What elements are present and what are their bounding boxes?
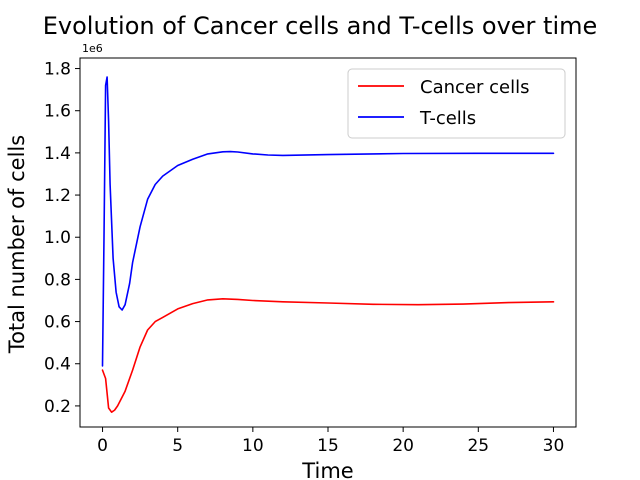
x-tick-label: 10 [242,436,264,456]
x-tick-label: 20 [392,436,414,456]
x-tick-label: 5 [172,436,183,456]
legend: Cancer cells T-cells [347,68,566,139]
y-offset-label: 1e6 [82,42,103,55]
legend-label-1: T-cells [419,108,476,129]
y-tick-label: 1.8 [44,60,71,80]
y-axis: 0.2 0.4 0.6 0.8 1.0 1.2 1.4 1.6 1.8 [44,60,80,417]
x-axis: 0 5 10 15 20 25 30 [97,427,564,456]
x-tick-label: 25 [467,436,489,456]
x-tick-label: 30 [543,436,565,456]
y-tick-label: 0.2 [44,397,71,417]
y-axis-label: Total number of cells [5,135,29,354]
legend-label-0: Cancer cells [420,77,529,98]
series-line-1 [101,76,555,367]
y-tick-label: 1.2 [44,186,71,206]
x-axis-label: Time [301,459,353,480]
y-tick-label: 1.6 [44,102,71,122]
x-tick-label: 0 [97,436,108,456]
series-line-0 [101,298,555,413]
y-tick-label: 0.6 [44,313,71,333]
chart-title: Evolution of Cancer cells and T-cells ov… [43,12,598,40]
y-tick-label: 1.4 [44,144,71,164]
x-tick-label: 15 [317,436,339,456]
y-tick-label: 1.0 [44,228,71,248]
y-tick-label: 0.4 [44,355,71,375]
y-tick-label: 0.8 [44,270,71,290]
